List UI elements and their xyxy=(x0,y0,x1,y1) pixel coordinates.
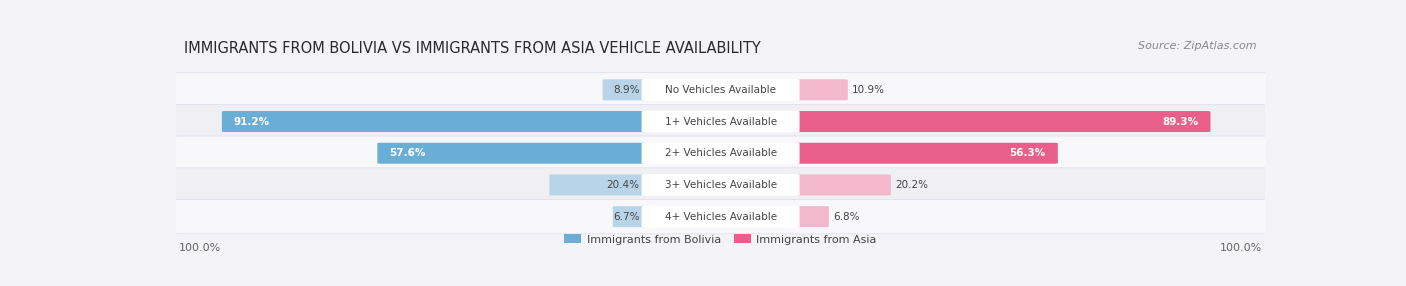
Text: 100.0%: 100.0% xyxy=(1220,243,1263,253)
Text: 1+ Vehicles Available: 1+ Vehicles Available xyxy=(665,116,776,126)
Text: 10.9%: 10.9% xyxy=(852,85,886,95)
FancyBboxPatch shape xyxy=(641,206,800,228)
FancyBboxPatch shape xyxy=(641,111,800,132)
Text: 6.8%: 6.8% xyxy=(834,212,859,222)
Text: 3+ Vehicles Available: 3+ Vehicles Available xyxy=(665,180,776,190)
Text: 56.3%: 56.3% xyxy=(1010,148,1046,158)
FancyBboxPatch shape xyxy=(790,111,1211,132)
FancyBboxPatch shape xyxy=(641,142,800,164)
Text: 20.2%: 20.2% xyxy=(896,180,928,190)
FancyBboxPatch shape xyxy=(166,136,1275,170)
FancyBboxPatch shape xyxy=(166,73,1275,107)
Text: IMMIGRANTS FROM BOLIVIA VS IMMIGRANTS FROM ASIA VEHICLE AVAILABILITY: IMMIGRANTS FROM BOLIVIA VS IMMIGRANTS FR… xyxy=(184,41,761,56)
Text: 100.0%: 100.0% xyxy=(179,243,221,253)
FancyBboxPatch shape xyxy=(790,143,1057,164)
Text: 4+ Vehicles Available: 4+ Vehicles Available xyxy=(665,212,776,222)
FancyBboxPatch shape xyxy=(166,104,1275,139)
FancyBboxPatch shape xyxy=(641,174,800,196)
Text: 2+ Vehicles Available: 2+ Vehicles Available xyxy=(665,148,776,158)
FancyBboxPatch shape xyxy=(222,111,651,132)
FancyBboxPatch shape xyxy=(166,168,1275,202)
Text: 20.4%: 20.4% xyxy=(606,180,640,190)
Text: 89.3%: 89.3% xyxy=(1163,116,1198,126)
FancyBboxPatch shape xyxy=(790,174,891,195)
Legend: Immigrants from Bolivia, Immigrants from Asia: Immigrants from Bolivia, Immigrants from… xyxy=(560,230,882,249)
Text: 91.2%: 91.2% xyxy=(233,116,270,126)
Text: 57.6%: 57.6% xyxy=(389,148,426,158)
Text: Source: ZipAtlas.com: Source: ZipAtlas.com xyxy=(1137,41,1257,51)
FancyBboxPatch shape xyxy=(603,79,651,100)
FancyBboxPatch shape xyxy=(790,206,830,227)
FancyBboxPatch shape xyxy=(790,79,848,100)
Text: 6.7%: 6.7% xyxy=(613,212,640,222)
FancyBboxPatch shape xyxy=(641,79,800,101)
Text: No Vehicles Available: No Vehicles Available xyxy=(665,85,776,95)
Text: 8.9%: 8.9% xyxy=(613,85,640,95)
FancyBboxPatch shape xyxy=(550,174,651,195)
FancyBboxPatch shape xyxy=(166,200,1275,234)
FancyBboxPatch shape xyxy=(377,143,651,164)
FancyBboxPatch shape xyxy=(613,206,651,227)
